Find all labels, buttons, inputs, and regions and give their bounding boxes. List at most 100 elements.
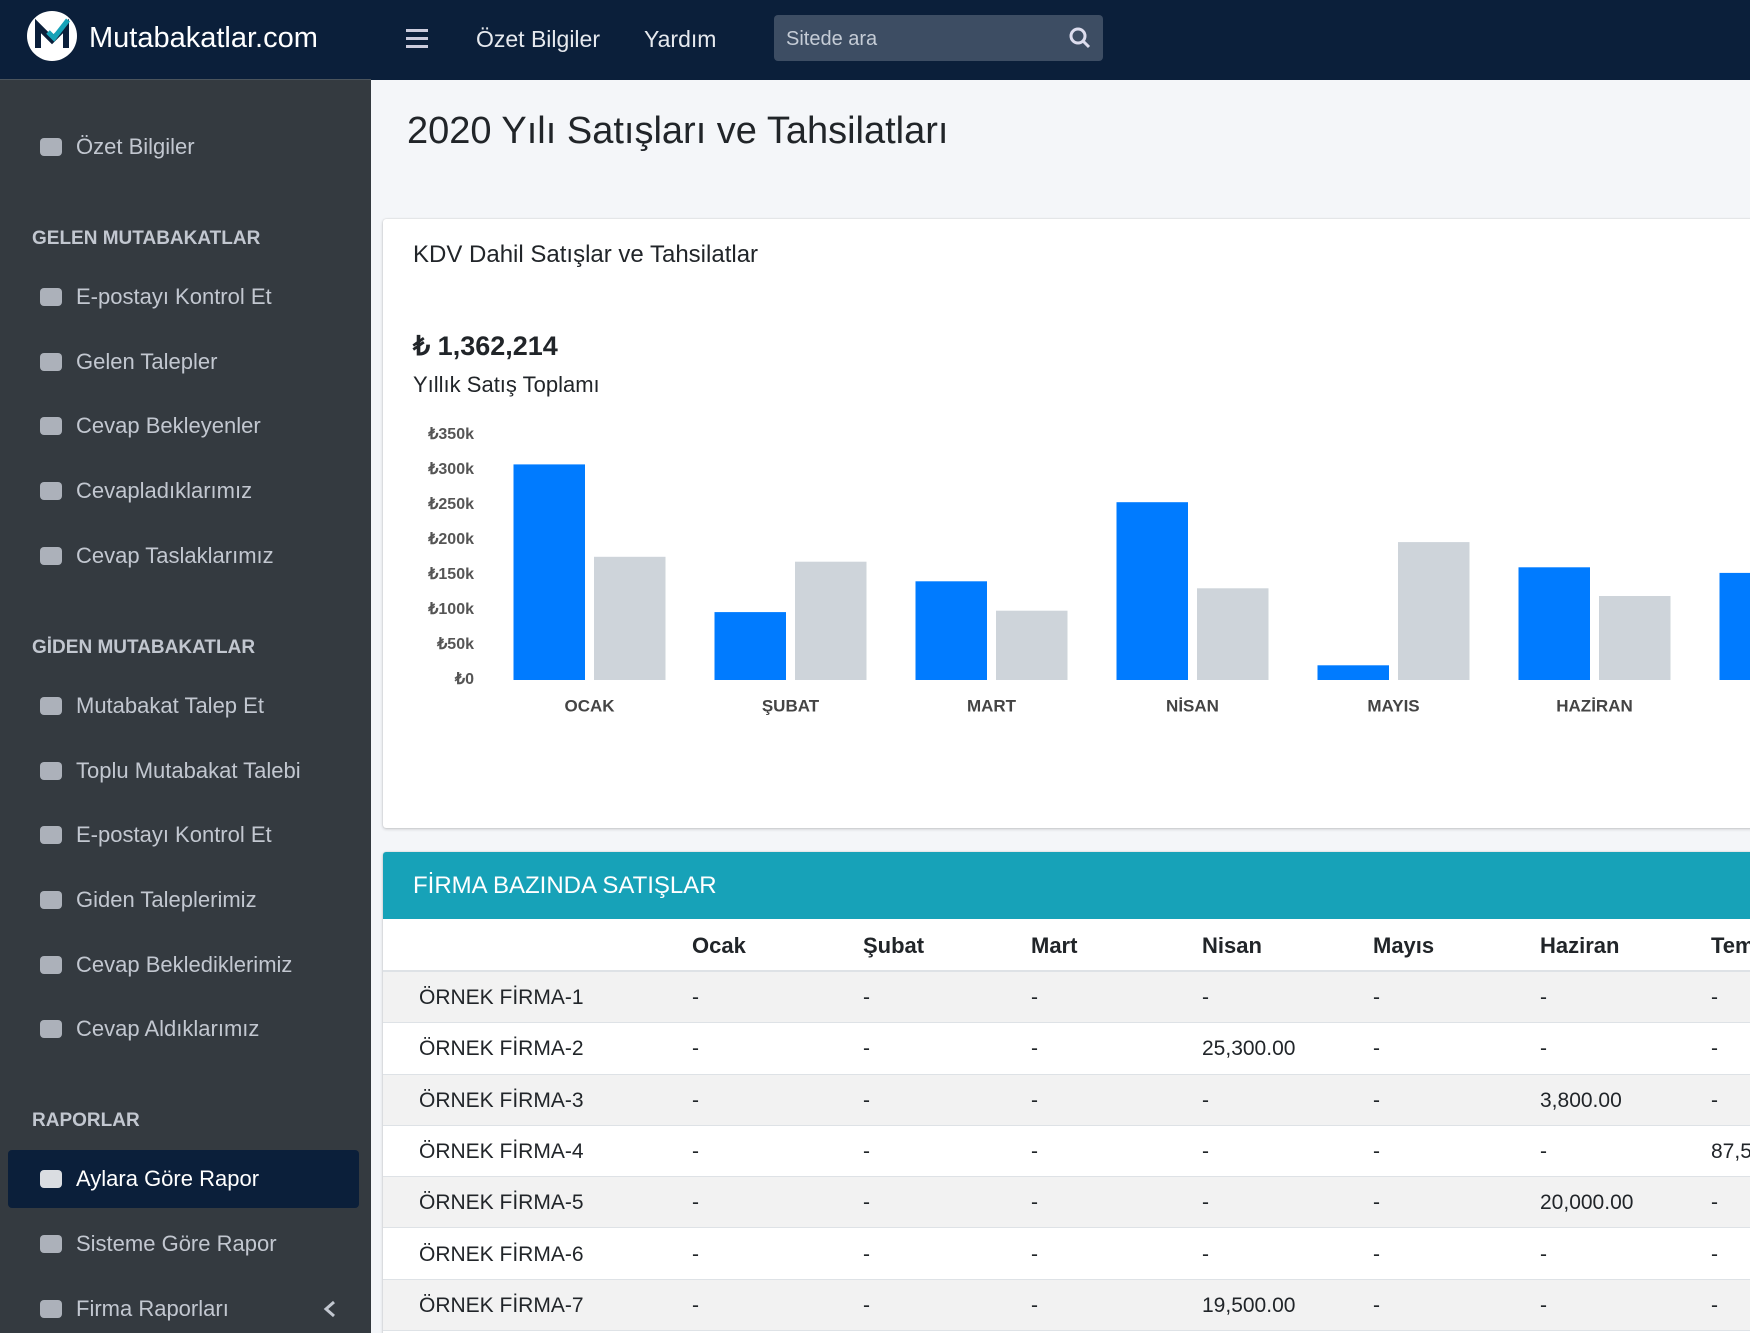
table-cell: - bbox=[1031, 1139, 1038, 1163]
menu-icon bbox=[40, 1170, 62, 1189]
bar bbox=[915, 581, 987, 680]
table-cell: - bbox=[1031, 1293, 1038, 1317]
menu-item[interactable]: Firma Raporları bbox=[8, 1280, 359, 1333]
menu-label: Giden Taleplerimiz bbox=[76, 886, 257, 912]
table-cell: ÖRNEK FİRMA-5 bbox=[419, 1191, 584, 1215]
table-cell: 19,500.00 bbox=[1202, 1293, 1296, 1317]
table-row: ÖRNEK FİRMA-4 - - - - - - 87,500.00 bbox=[383, 1125, 1750, 1178]
menu-icon bbox=[40, 1299, 62, 1318]
x-tick-label: NİSAN bbox=[1166, 696, 1219, 715]
menu-label: Cevapladıklarımız bbox=[76, 478, 253, 504]
bar bbox=[714, 612, 786, 680]
menu-item[interactable]: Cevapladıklarımız bbox=[8, 462, 359, 520]
menu-icon bbox=[40, 696, 62, 715]
menu-item[interactable]: Cevap Bekleyenler bbox=[8, 397, 359, 455]
menu-label: Toplu Mutabakat Talebi bbox=[76, 757, 301, 783]
table-cell: - bbox=[1373, 1191, 1380, 1215]
search-box[interactable]: Sitede ara bbox=[774, 15, 1103, 61]
table-cell: - bbox=[863, 986, 870, 1009]
menu-item[interactable]: Aylara Göre Rapor bbox=[8, 1150, 359, 1209]
table-cell: - bbox=[1540, 1037, 1547, 1061]
menu-label: Gelen Talepler bbox=[76, 348, 218, 374]
table-card: FİRMA BAZINDA SATIŞLAR Ocak Şubat Mart Nisa… bbox=[383, 852, 1750, 1333]
menu-item[interactable]: Cevap Taslaklarımız bbox=[8, 527, 359, 585]
column-header: Ocak bbox=[692, 933, 746, 958]
table-cell: - bbox=[863, 1139, 870, 1163]
page-title: 2020 Yılı Satışları ve Tahsilatları bbox=[407, 110, 949, 152]
column-header: Temmuz bbox=[1711, 933, 1750, 958]
menu-icon bbox=[40, 826, 62, 845]
column-header: Şubat bbox=[863, 933, 925, 958]
table-cell: - bbox=[1373, 1088, 1380, 1112]
menu-label: Cevap Bekleyenler bbox=[76, 413, 261, 439]
table-cell: - bbox=[1373, 1037, 1380, 1061]
menu-label: Cevap Taslaklarımız bbox=[76, 542, 274, 568]
content: 2020 Yılı Satışları ve Tahsilatları KDV … bbox=[371, 80, 1750, 1333]
table-cell: - bbox=[692, 1139, 699, 1163]
top-bar: Mutabakatlar.com Özet Bilgiler Yardım Si… bbox=[0, 0, 1750, 80]
table-row: ÖRNEK FİRMA-7 - - - 19,500.00 - - - bbox=[383, 1279, 1750, 1332]
table-cell: - bbox=[1031, 986, 1038, 1009]
table-cell: - bbox=[1202, 1191, 1209, 1215]
search-icon[interactable] bbox=[1069, 27, 1091, 49]
menu-icon bbox=[40, 1235, 62, 1253]
table-cell: - bbox=[1373, 1293, 1380, 1317]
chart: ₺0 ₺50k ₺100k ₺150k ₺200k ₺250k ₺300k ₺350k OCAK… bbox=[427, 426, 1750, 715]
menu-item[interactable]: E-postayı Kontrol Et bbox=[8, 268, 359, 326]
menu-icon bbox=[40, 352, 62, 371]
table-cell: - bbox=[692, 1088, 699, 1112]
bar bbox=[1398, 542, 1470, 680]
table-cell: - bbox=[1373, 986, 1380, 1009]
bar bbox=[996, 610, 1068, 680]
table-row: ÖRNEK FİRMA-2 - - - 25,300.00 - - - bbox=[383, 1023, 1750, 1075]
menu-item[interactable]: Gelen Talepler bbox=[8, 333, 359, 391]
brand-text: Mutabakatlar.com bbox=[89, 22, 318, 54]
table-cell: 87,500.00 bbox=[1711, 1139, 1750, 1163]
x-tick-label: HAZİRAN bbox=[1556, 696, 1633, 715]
menu-toggle[interactable] bbox=[406, 28, 430, 50]
x-tick-label: ŞUBAT bbox=[762, 696, 820, 715]
menu-label: Özet Bilgiler bbox=[76, 134, 195, 159]
table-cell: - bbox=[1031, 1242, 1038, 1266]
menu-icon bbox=[40, 1020, 62, 1039]
menu-item[interactable]: Giden Taleplerimiz bbox=[8, 871, 359, 929]
menu-item[interactable]: Toplu Mutabakat Talebi bbox=[8, 742, 359, 800]
search-placeholder: Sitede ara bbox=[786, 28, 878, 50]
y-tick-label: ₺350k bbox=[427, 426, 474, 443]
menu-item[interactable]: Özet Bilgiler bbox=[8, 118, 359, 176]
table-cell: ÖRNEK FİRMA-6 bbox=[419, 1242, 584, 1266]
x-tick-label: OCAK bbox=[564, 696, 615, 715]
card-title: KDV Dahil Satışlar ve Tahsilatlar bbox=[413, 241, 759, 268]
menu-icon bbox=[40, 546, 62, 565]
bar bbox=[594, 556, 666, 680]
menu-icon bbox=[40, 417, 62, 436]
x-tick-label: MAYIS bbox=[1367, 696, 1419, 715]
menu-label: Cevap Beklediklerimiz bbox=[76, 951, 293, 977]
menu-item[interactable]: Mutabakat Talep Et bbox=[8, 677, 359, 735]
table-cell: - bbox=[1711, 1037, 1718, 1061]
table-cell: - bbox=[1202, 1242, 1209, 1266]
y-tick-label: ₺300k bbox=[427, 461, 474, 478]
menu-icon bbox=[40, 955, 62, 974]
menu-item[interactable]: Cevap Beklediklerimiz bbox=[8, 936, 359, 994]
menu-label: Firma Raporları bbox=[76, 1295, 229, 1321]
bar bbox=[795, 561, 867, 680]
table-cell: - bbox=[863, 1037, 870, 1061]
menu-item[interactable]: E-postayı Kontrol Et bbox=[8, 806, 359, 864]
menu-item[interactable]: Sisteme Göre Rapor bbox=[8, 1215, 359, 1273]
nav-link[interactable]: Özet Bilgiler bbox=[476, 26, 600, 52]
table-cell: 20,000.00 bbox=[1540, 1191, 1634, 1215]
bar bbox=[1518, 567, 1590, 680]
bar bbox=[1599, 596, 1671, 680]
table-row: ÖRNEK FİRMA-3 - - - - - 3,800.00 - bbox=[383, 1074, 1750, 1126]
table-cell: - bbox=[1711, 1242, 1718, 1266]
table-cell: - bbox=[863, 1293, 870, 1317]
total-label: Yıllık Satış Toplamı bbox=[413, 372, 600, 397]
brand[interactable]: Mutabakatlar.com bbox=[0, 0, 371, 80]
nav-link[interactable]: Yardım bbox=[644, 26, 717, 52]
table-cell: - bbox=[1711, 1293, 1718, 1317]
brand-logo bbox=[27, 11, 77, 61]
menu-item[interactable]: Cevap Aldıklarımız bbox=[8, 1000, 359, 1058]
bar bbox=[1197, 588, 1269, 680]
menu-label: Sisteme Göre Rapor bbox=[76, 1231, 277, 1256]
